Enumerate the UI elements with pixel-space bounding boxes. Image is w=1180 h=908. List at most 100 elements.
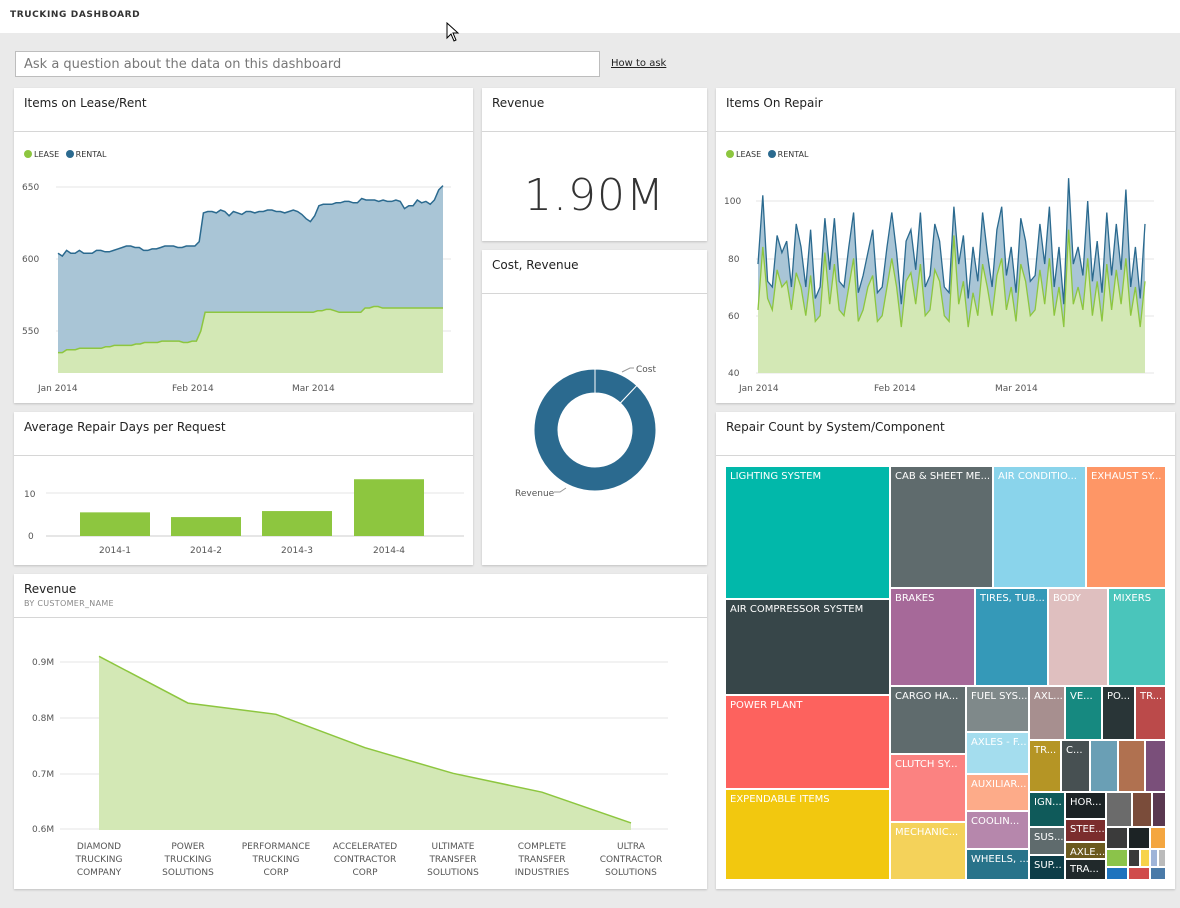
tile-items-on-repair[interactable]: Items On Repair LEASE RENTAL 100 80 60 4…: [716, 88, 1175, 403]
treemap-cell[interactable]: POWER PLANT: [725, 695, 890, 789]
treemap-cell[interactable]: SUS...: [1029, 827, 1065, 855]
treemap-cell[interactable]: C...: [1061, 740, 1090, 792]
tile-items-on-lease-rent[interactable]: Items on Lease/Rent LEASE RENTAL 650 600…: [14, 88, 473, 403]
bar-2014-1[interactable]: [80, 512, 150, 536]
treemap-cell-small[interactable]: [1152, 792, 1166, 827]
treemap-cell[interactable]: PO...: [1102, 686, 1135, 740]
treemap-cell-label: SUP...: [1034, 860, 1062, 871]
treemap-cell[interactable]: TR...: [1135, 686, 1166, 740]
legend-item-rental: RENTAL: [767, 150, 808, 159]
treemap-cell-small[interactable]: [1090, 740, 1118, 792]
treemap-cell-small[interactable]: [1106, 867, 1128, 880]
tile-average-repair-days[interactable]: Average Repair Days per Request 10 0 201…: [14, 412, 473, 565]
treemap-cell-small[interactable]: [1150, 827, 1166, 849]
treemap-cell-small[interactable]: [1158, 849, 1166, 867]
treemap-cell[interactable]: SUP...: [1029, 855, 1065, 880]
treemap-cell[interactable]: EXPENDABLE ITEMS: [725, 789, 890, 880]
y-tick-label: 10: [24, 490, 36, 500]
treemap-cell-small[interactable]: [1150, 849, 1158, 867]
lease-line: [757, 229, 1146, 328]
treemap-cell-label: IGN...: [1034, 797, 1062, 808]
treemap-cell[interactable]: LIGHTING SYSTEM: [725, 466, 890, 599]
treemap-cell[interactable]: CAB & SHEET ME...: [890, 466, 993, 588]
treemap-cell[interactable]: AXL...: [1029, 686, 1065, 740]
treemap-cell[interactable]: CLUTCH SY...: [890, 754, 966, 822]
treemap-cell-small[interactable]: [1106, 849, 1128, 867]
tile-revenue-kpi[interactable]: Revenue 1.90M: [482, 88, 707, 241]
tile-divider: [482, 131, 707, 132]
x-tick-label: Feb 2014: [874, 384, 916, 394]
treemap-cell-label: LIGHTING SYSTEM: [730, 471, 822, 482]
treemap-cell-label: STEE...: [1070, 824, 1105, 835]
x-tick-label: 2014-2: [190, 546, 222, 556]
bar-2014-3[interactable]: [262, 511, 332, 536]
y-tick-label: 100: [724, 197, 741, 207]
treemap-cell[interactable]: AIR COMPRESSOR SYSTEM: [725, 599, 890, 695]
treemap-cell[interactable]: EXHAUST SY...: [1086, 466, 1166, 588]
treemap-cell-label: AIR COMPRESSOR SYSTEM: [730, 604, 864, 615]
treemap-cell[interactable]: MECHANIC...: [890, 822, 966, 880]
tile-title: Items on Lease/Rent: [24, 96, 147, 110]
treemap-cell[interactable]: COOLIN...: [966, 811, 1029, 849]
revenue-area: [99, 656, 631, 830]
y-tick-label: 60: [728, 312, 740, 322]
treemap-cell[interactable]: AUXILIAR...: [966, 774, 1029, 811]
donut-slice-revenue: [533, 368, 657, 492]
tile-title: Repair Count by System/Component: [726, 420, 945, 434]
treemap-cell[interactable]: VE...: [1065, 686, 1102, 740]
treemap-cell-small[interactable]: [1140, 849, 1150, 867]
revenue-line: [98, 655, 632, 824]
treemap-cell-small[interactable]: [1106, 827, 1128, 849]
tile-repair-count-treemap[interactable]: Repair Count by System/Component LIGHTIN…: [716, 412, 1175, 889]
average-repair-days-bar-chart: 10 0 2014-1 2014-2 2014-3 2014-4: [24, 479, 464, 556]
treemap-cell-small[interactable]: [1128, 849, 1140, 867]
y-tick-label: 600: [22, 255, 39, 265]
tile-cost-revenue[interactable]: Cost, Revenue Cost Revenue: [482, 250, 707, 565]
treemap-cell-small[interactable]: [1128, 827, 1150, 849]
qa-search-input[interactable]: [15, 51, 600, 77]
tile-divider: [14, 131, 473, 132]
treemap-cell[interactable]: IGN...: [1029, 792, 1065, 827]
treemap-cell-small[interactable]: [1145, 740, 1166, 792]
treemap-cell[interactable]: MIXERS: [1108, 588, 1166, 686]
treemap-cell-small[interactable]: [1132, 792, 1152, 827]
treemap-cell[interactable]: FUEL SYS...: [966, 686, 1029, 732]
x-tick-label: 2014-1: [99, 546, 131, 556]
treemap-cell-small[interactable]: [1106, 792, 1132, 827]
treemap-cell-small[interactable]: [1150, 867, 1166, 880]
bar-2014-4[interactable]: [354, 479, 424, 536]
treemap-cell[interactable]: AIR CONDITIO...: [993, 466, 1086, 588]
treemap-cell[interactable]: BRAKES: [890, 588, 975, 686]
treemap-cell[interactable]: TRA...: [1065, 859, 1106, 880]
y-tick-label: 80: [728, 255, 740, 265]
treemap-cell[interactable]: HOR...: [1065, 792, 1106, 819]
treemap-cell-label: AUXILIAR...: [971, 779, 1027, 790]
x-tick-label: POWER TRUCKING SOLUTIONS: [162, 842, 214, 878]
treemap-cell[interactable]: STEE...: [1065, 819, 1106, 842]
treemap-cell-label: FUEL SYS...: [971, 691, 1028, 702]
treemap-cell-small[interactable]: [1118, 740, 1145, 792]
legend-label: LEASE: [736, 150, 762, 159]
chart-legend: LEASE RENTAL: [24, 150, 110, 159]
legend-item-rental: RENTAL: [65, 150, 106, 159]
treemap-cell[interactable]: CARGO HA...: [890, 686, 966, 754]
y-tick-label: 650: [22, 183, 39, 193]
treemap-cell-label: BODY: [1053, 593, 1081, 604]
treemap-cell[interactable]: WHEELS, ...: [966, 849, 1029, 880]
treemap-cell[interactable]: AXLE...: [1065, 842, 1106, 859]
treemap-cell[interactable]: BODY: [1048, 588, 1108, 686]
treemap-cell-label: AXL...: [1034, 691, 1063, 702]
treemap-cell-label: SUS...: [1034, 832, 1064, 843]
x-tick-label: Jan 2014: [738, 384, 779, 394]
treemap-cell[interactable]: TIRES, TUB...: [975, 588, 1048, 686]
x-tick-label: Feb 2014: [172, 384, 214, 394]
treemap-cell[interactable]: AXLES - F...: [966, 732, 1029, 774]
treemap-cell-label: WHEELS, ...: [971, 854, 1029, 865]
treemap-cell-label: MECHANIC...: [895, 827, 959, 838]
tile-subtitle: BY CUSTOMER_NAME: [24, 599, 114, 608]
bar-2014-2[interactable]: [171, 517, 241, 536]
treemap-cell[interactable]: TR...: [1029, 740, 1061, 792]
how-to-ask-link[interactable]: How to ask: [611, 58, 667, 69]
treemap-cell-small[interactable]: [1128, 867, 1150, 880]
tile-revenue-by-customer[interactable]: Revenue BY CUSTOMER_NAME 0.9M 0.8M 0.7M …: [14, 574, 707, 889]
